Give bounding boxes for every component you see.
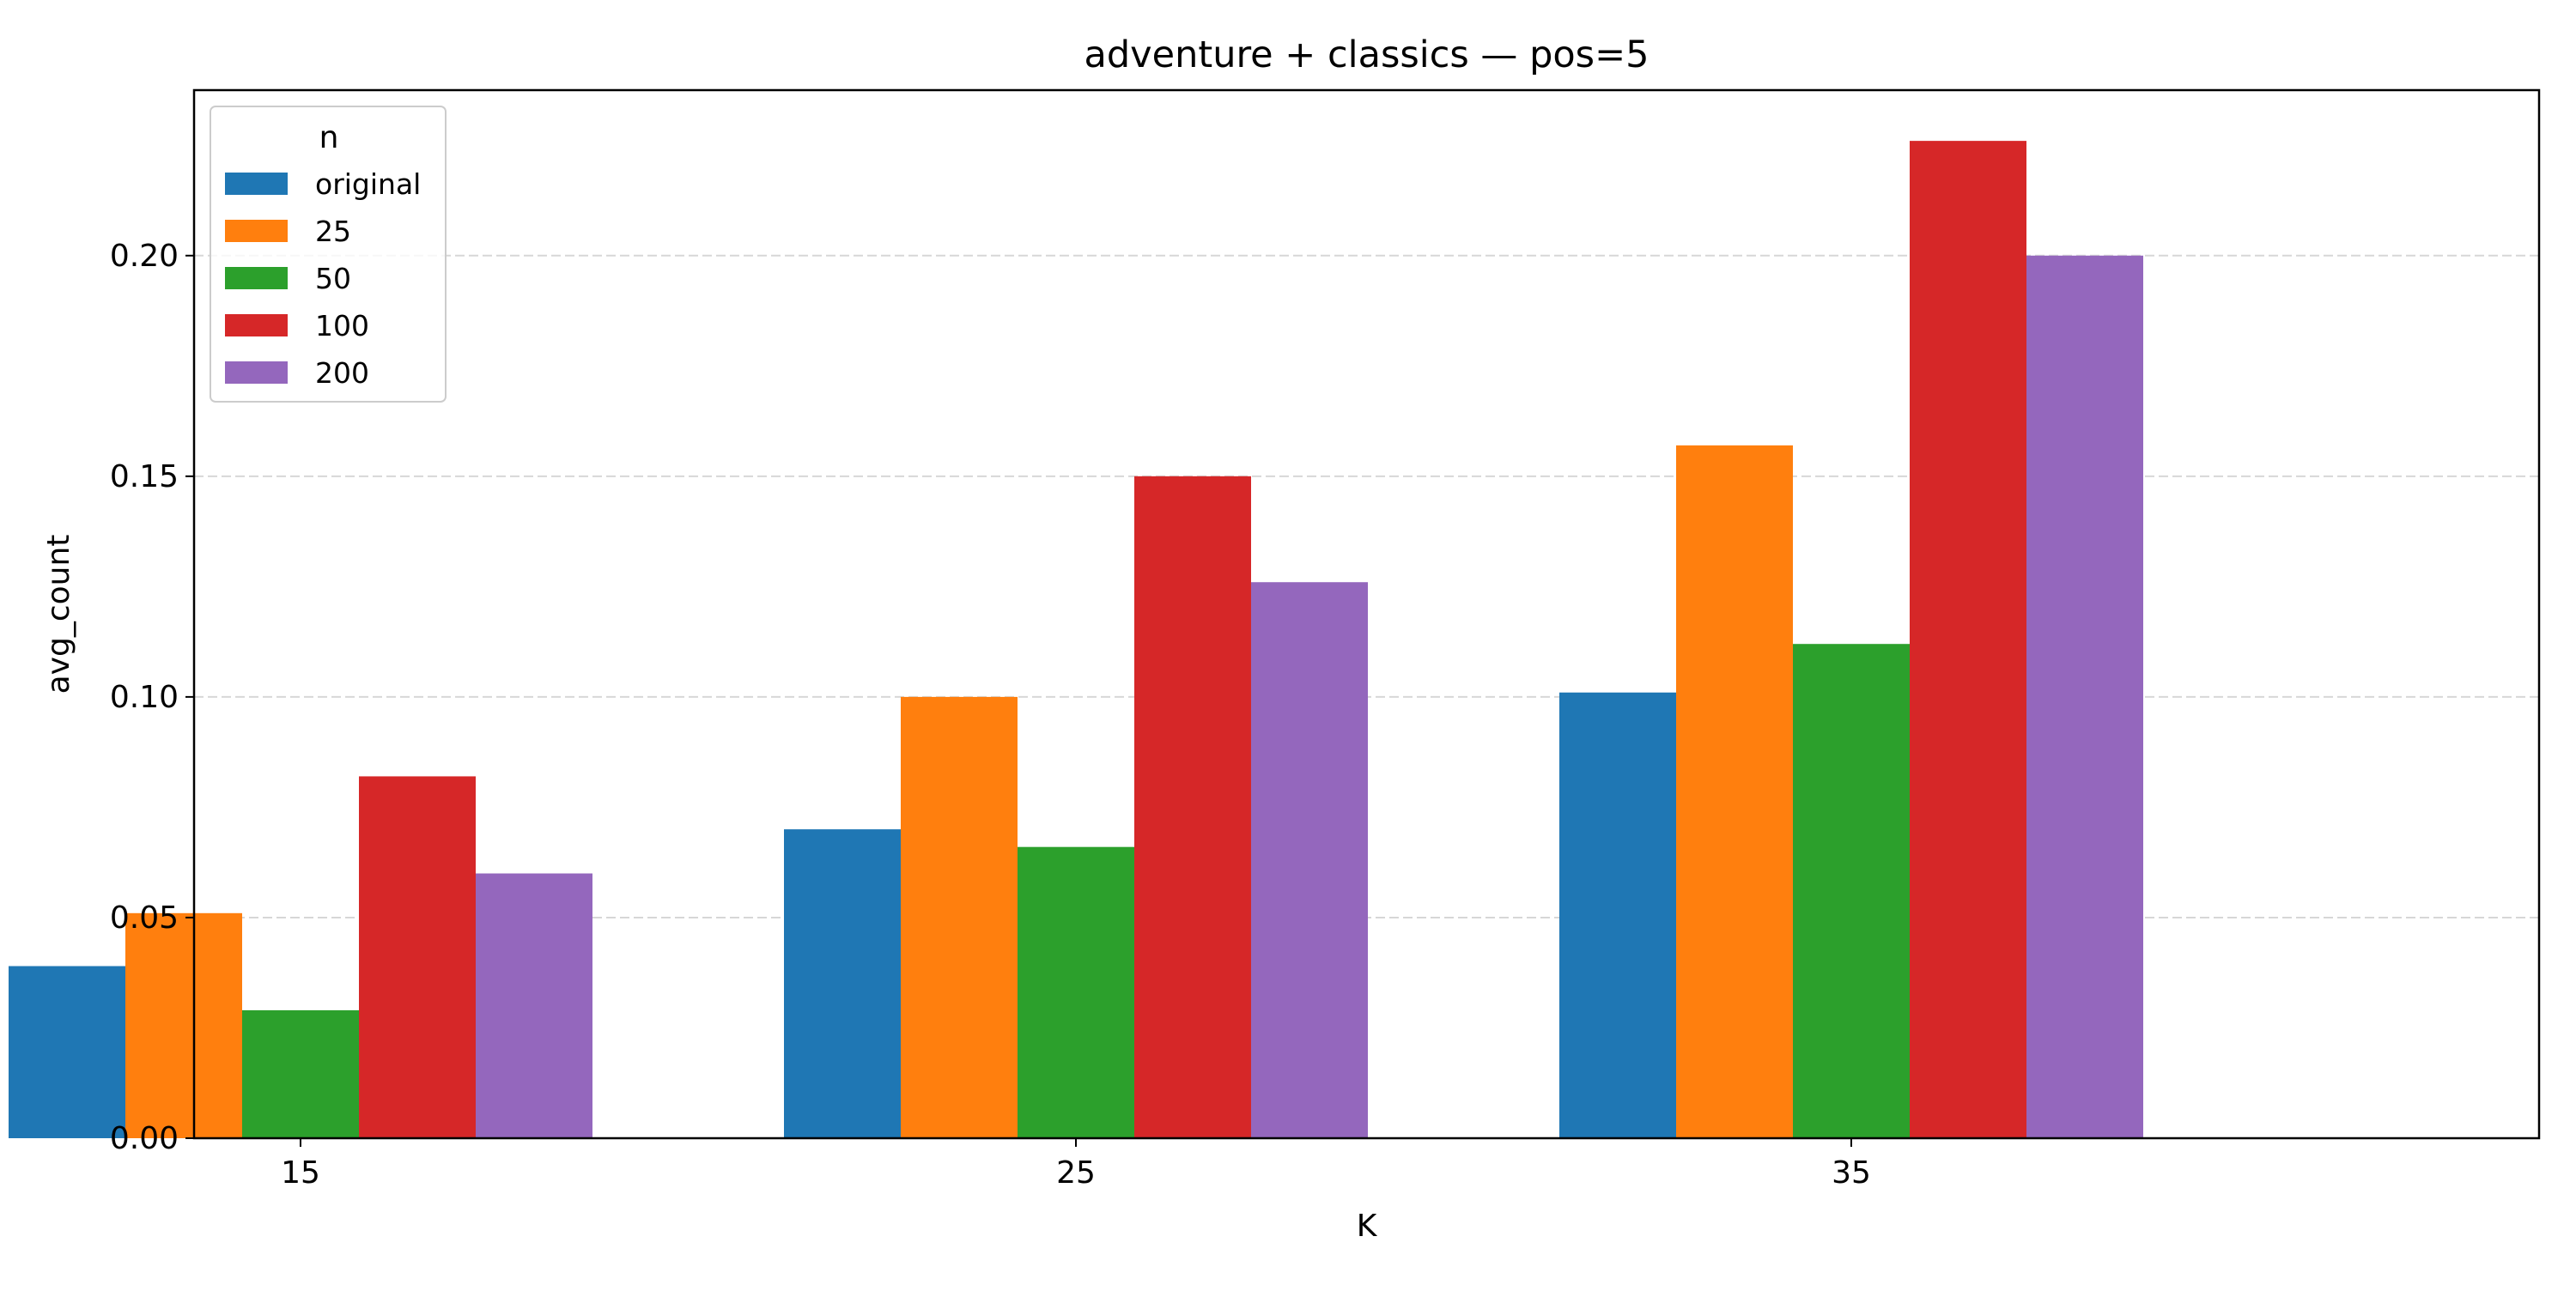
- y-tick-label: 0.10: [110, 680, 179, 715]
- bar-200-35: [2026, 255, 2143, 1139]
- legend: n original 25 50 100 200: [210, 106, 447, 403]
- bar-original-25: [784, 829, 901, 1138]
- bar-100-25: [1134, 476, 1251, 1138]
- legend-swatch: [225, 314, 288, 336]
- bar-200-25: [1251, 582, 1368, 1138]
- y-tick-label: 0.20: [110, 239, 179, 274]
- bar-50-15: [242, 1009, 359, 1138]
- x-tick-label: 15: [281, 1155, 320, 1191]
- y-tick-label: 0.05: [110, 900, 179, 936]
- bar-25-35: [1676, 445, 1793, 1138]
- legend-swatch: [225, 173, 288, 195]
- bar-25-15: [125, 912, 242, 1138]
- bar-25-25: [901, 696, 1018, 1138]
- y-axis-label: avg_count: [41, 535, 76, 694]
- legend-swatch: [225, 361, 288, 384]
- y-tick-label: 0.00: [110, 1121, 179, 1156]
- x-axis-label: K: [1357, 1209, 1378, 1244]
- bar-original-15: [9, 966, 125, 1138]
- bar-100-35: [1910, 141, 2026, 1139]
- bars-layer: [9, 141, 2143, 1139]
- legend-items: original 25 50 100 200: [225, 167, 421, 390]
- legend-label: 50: [315, 262, 351, 295]
- legend-swatch: [225, 267, 288, 289]
- chart-title: adventure + classics — pos=5: [1084, 33, 1649, 76]
- legend-label: original: [315, 167, 421, 201]
- plot-frame: [192, 88, 2541, 1140]
- ticks-layer: 0.00 0.05 0.10 0.15 0.20 15 25 35: [110, 239, 1871, 1191]
- legend-label: 25: [315, 215, 351, 248]
- legend-label: 200: [315, 356, 369, 390]
- legend-label: 100: [315, 309, 369, 342]
- x-tick-label: 25: [1056, 1155, 1096, 1191]
- bar-100-15: [359, 776, 476, 1138]
- x-tick-label: 35: [1832, 1155, 1871, 1191]
- bar-50-25: [1018, 846, 1134, 1138]
- y-tick-label: 0.15: [110, 459, 179, 494]
- legend-title: n: [319, 120, 339, 155]
- bar-original-35: [1559, 692, 1676, 1138]
- bar-200-15: [476, 873, 592, 1138]
- legend-swatch: [225, 220, 288, 242]
- bar-50-35: [1793, 644, 1910, 1138]
